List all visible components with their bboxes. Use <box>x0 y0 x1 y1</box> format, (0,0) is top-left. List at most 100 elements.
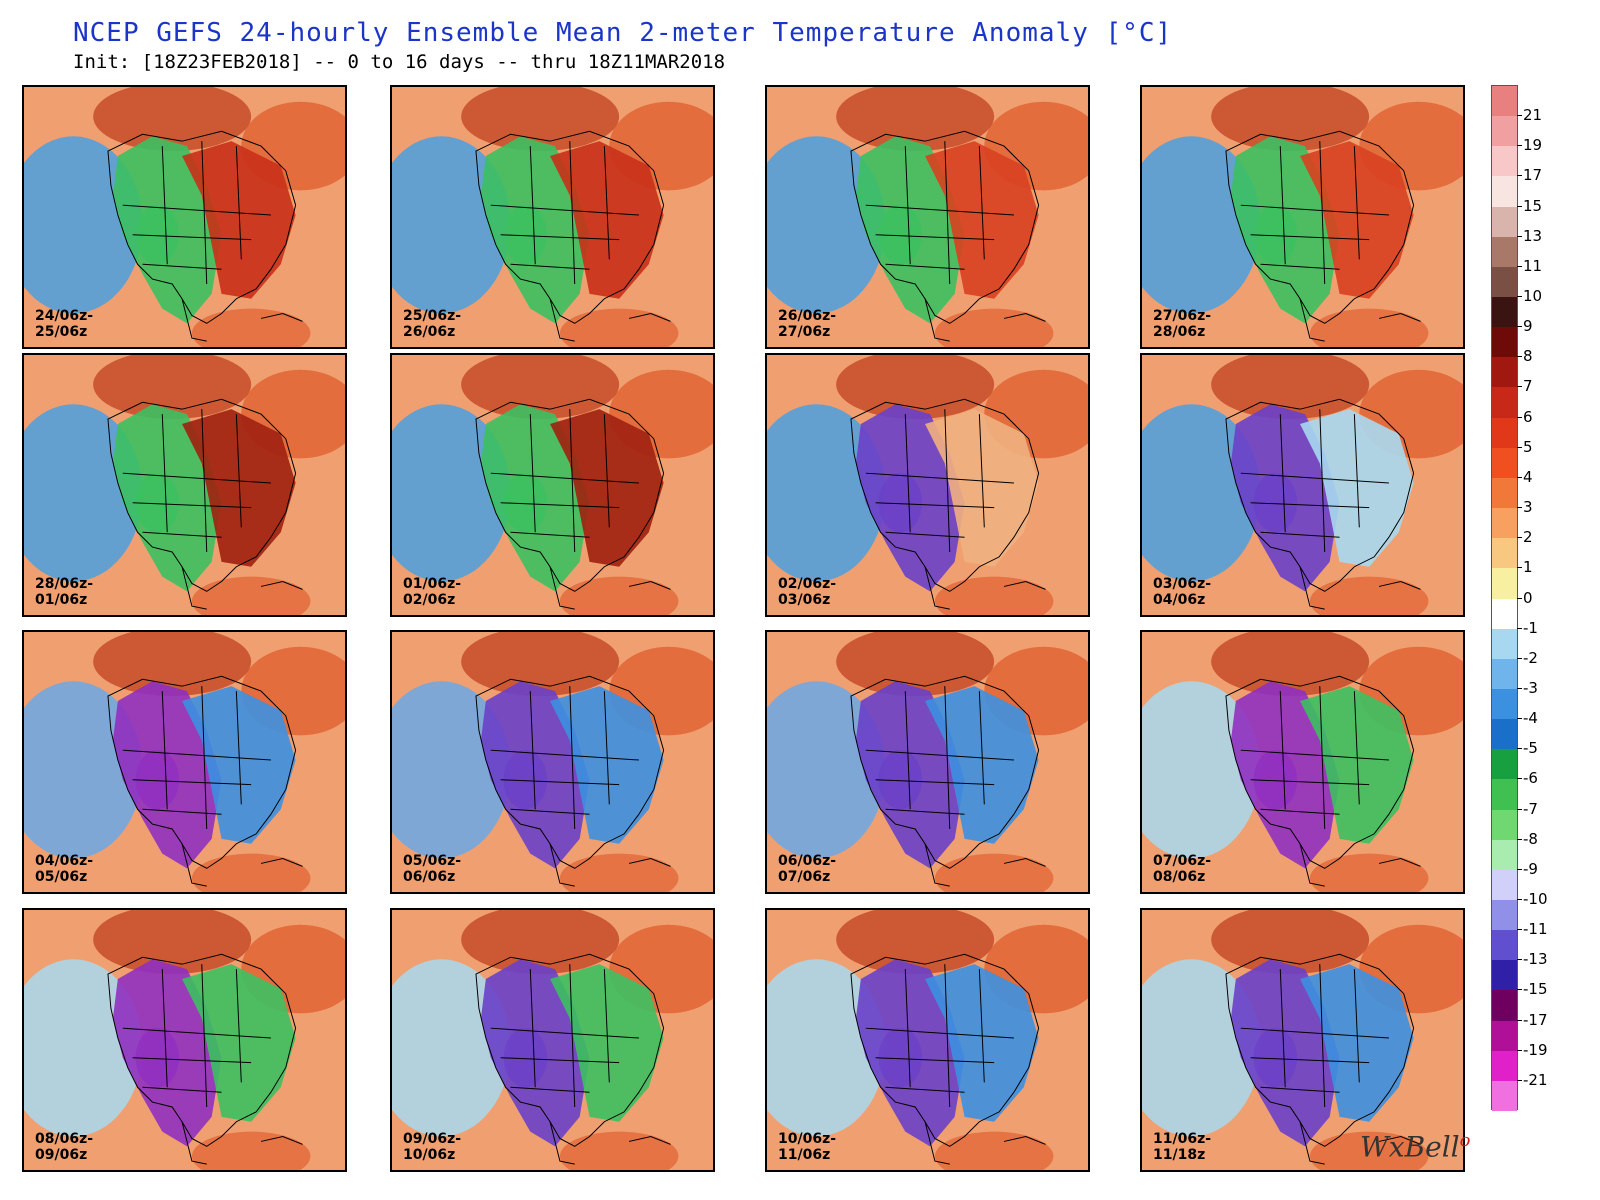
legend-color-swatch <box>1492 899 1517 931</box>
panel-time-label: 25/06z- 26/06z <box>403 308 461 340</box>
panel-time-start: 08/06z- <box>35 1131 94 1147</box>
panel-time-end: 04/06z <box>1153 592 1206 608</box>
legend-color-swatch <box>1492 598 1517 630</box>
legend-color-swatch <box>1492 990 1517 1022</box>
anomaly-map <box>767 355 1088 615</box>
legend-tick-label: -11 <box>1517 920 1548 939</box>
map-panel: 25/06z- 26/06z <box>390 85 715 349</box>
legend-tick-label: -21 <box>1517 1070 1548 1089</box>
anomaly-map <box>392 87 713 347</box>
map-panel: 03/06z- 04/06z <box>1140 353 1465 617</box>
legend-color-swatch <box>1492 960 1517 991</box>
anomaly-map <box>392 355 713 615</box>
legend-color-swatch <box>1492 538 1517 569</box>
chart-subtitle: Init: [18Z23FEB2018] -- 0 to 16 days -- … <box>73 51 726 73</box>
panel-time-start: 11/06z- <box>1153 1131 1212 1147</box>
panel-time-end: 09/06z <box>35 1147 88 1163</box>
panel-time-end: 28/06z <box>1153 324 1206 340</box>
panel-time-start: 24/06z- <box>35 308 94 324</box>
map-panel: 05/06z- 06/06z <box>390 630 715 894</box>
map-panel: 10/06z- 11/06z <box>765 908 1090 1172</box>
anomaly-map <box>24 87 345 347</box>
legend-color-swatch <box>1492 839 1517 871</box>
legend-tick-label: -15 <box>1517 980 1548 999</box>
brand-logo: WxBello <box>1360 1130 1471 1164</box>
legend-color-swatch <box>1492 869 1517 901</box>
legend-tick-label: -17 <box>1517 1010 1548 1029</box>
legend-color-swatch <box>1492 719 1517 750</box>
map-panel: 24/06z- 25/06z <box>22 85 347 349</box>
legend-tick-label: -6 <box>1517 769 1538 788</box>
map-panel: 08/06z- 09/06z <box>22 908 347 1172</box>
legend-color-swatch <box>1492 809 1517 841</box>
legend-color-swatch <box>1492 1080 1517 1112</box>
anomaly-map <box>767 910 1088 1170</box>
anomaly-map <box>24 632 345 892</box>
legend-color-swatch <box>1492 236 1517 268</box>
panel-time-label: 06/06z- 07/06z <box>778 853 836 885</box>
panel-time-end: 10/06z <box>403 1147 456 1163</box>
panel-time-label: 28/06z- 01/06z <box>35 576 93 608</box>
map-panel: 09/06z- 10/06z <box>390 908 715 1172</box>
legend-color-swatch <box>1492 116 1517 147</box>
map-panel: 06/06z- 07/06z <box>765 630 1090 894</box>
panel-time-end: 25/06z <box>35 324 88 340</box>
legend-color-swatch <box>1492 387 1517 419</box>
panel-time-label: 07/06z- 08/06z <box>1153 853 1211 885</box>
panel-time-end: 08/06z <box>1153 869 1206 885</box>
legend-tick-label: 1 <box>1517 558 1533 577</box>
panel-time-end: 03/06z <box>778 592 831 608</box>
legend-tick-label: 10 <box>1516 287 1543 306</box>
panel-time-end: 06/06z <box>403 869 456 885</box>
legend-tick-label: 7 <box>1517 377 1533 396</box>
panel-time-label: 03/06z- 04/06z <box>1153 576 1211 608</box>
legend-color-swatch <box>1492 658 1517 690</box>
legend-tick-label: 19 <box>1516 136 1543 155</box>
panel-time-end: 01/06z <box>35 592 88 608</box>
panel-time-end: 02/06z <box>403 592 456 608</box>
legend-tick-label: -8 <box>1517 829 1538 848</box>
map-panel: 07/06z- 08/06z <box>1140 630 1465 894</box>
panel-time-start: 01/06z- <box>403 576 462 592</box>
legend-color-swatch <box>1492 297 1517 328</box>
map-panel: 04/06z- 05/06z <box>22 630 347 894</box>
panel-time-end: 11/18z <box>1153 1147 1206 1163</box>
anomaly-map <box>767 87 1088 347</box>
anomaly-map <box>767 632 1088 892</box>
legend-tick-label: 5 <box>1517 437 1533 456</box>
legend-tick-label: 15 <box>1516 196 1543 215</box>
panel-time-label: 11/06z- 11/18z <box>1153 1131 1211 1163</box>
anomaly-map <box>392 632 713 892</box>
legend-color-swatch <box>1492 146 1517 177</box>
legend-color-swatch <box>1492 628 1517 660</box>
anomaly-map <box>24 355 345 615</box>
panel-time-start: 07/06z- <box>1153 853 1212 869</box>
legend-tick-label: -3 <box>1517 678 1538 697</box>
legend-tick-label: 21 <box>1516 106 1543 125</box>
map-panel: 02/06z- 03/06z <box>765 353 1090 617</box>
panel-time-label: 04/06z- 05/06z <box>35 853 93 885</box>
legend-color-swatch <box>1492 688 1517 720</box>
panel-time-label: 01/06z- 02/06z <box>403 576 461 608</box>
panel-time-start: 04/06z- <box>35 853 94 869</box>
legend-color-swatch <box>1492 447 1517 479</box>
legend-tick-label: -9 <box>1517 859 1538 878</box>
legend-tick-label: 3 <box>1517 498 1533 517</box>
panel-time-start: 26/06z- <box>778 308 837 324</box>
panel-time-start: 06/06z- <box>778 853 837 869</box>
panel-time-label: 26/06z- 27/06z <box>778 308 836 340</box>
legend-tick-label: -5 <box>1517 739 1538 758</box>
map-panel: 28/06z- 01/06z <box>22 353 347 617</box>
panel-time-start: 09/06z- <box>403 1131 462 1147</box>
legend-tick-label: 13 <box>1516 226 1543 245</box>
panel-time-start: 02/06z- <box>778 576 837 592</box>
panel-time-label: 24/06z- 25/06z <box>35 308 93 340</box>
legend-tick-label: 2 <box>1517 528 1533 547</box>
map-panel: 26/06z- 27/06z <box>765 85 1090 349</box>
legend-tick-label: -2 <box>1517 648 1538 667</box>
panel-time-start: 03/06z- <box>1153 576 1212 592</box>
panel-time-label: 02/06z- 03/06z <box>778 576 836 608</box>
legend-color-swatch <box>1492 1020 1517 1052</box>
legend-color-swatch <box>1492 779 1517 811</box>
anomaly-map <box>1142 87 1463 347</box>
